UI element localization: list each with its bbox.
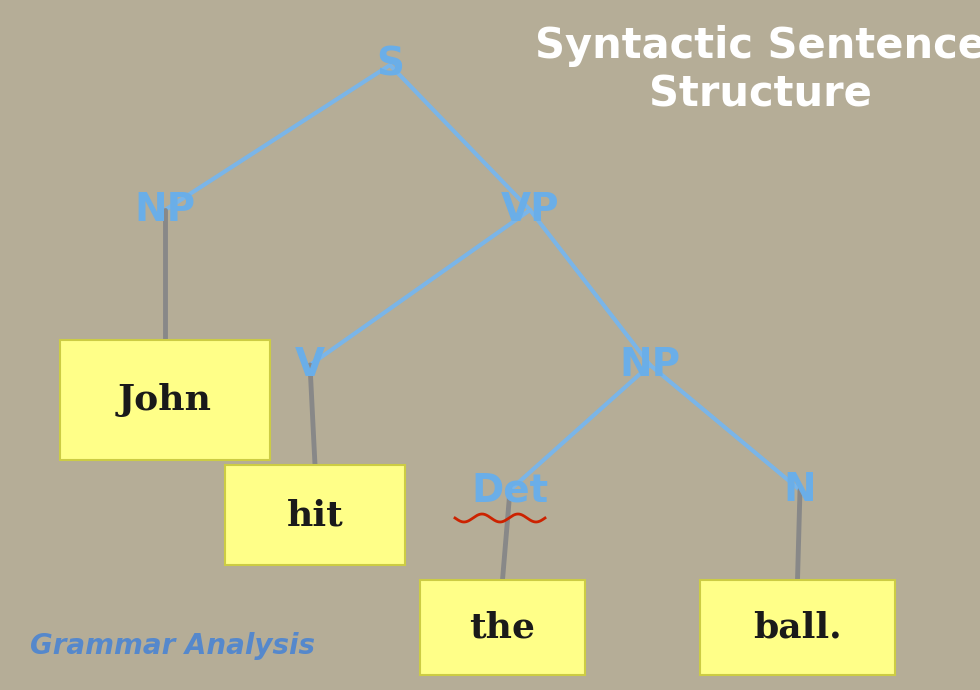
Text: Det: Det: [471, 471, 549, 509]
FancyBboxPatch shape: [225, 465, 405, 565]
Text: VP: VP: [501, 191, 560, 229]
Text: Syntactic Sentence
Structure: Syntactic Sentence Structure: [534, 25, 980, 116]
Text: V: V: [295, 346, 325, 384]
Text: hit: hit: [286, 498, 343, 532]
Text: John: John: [118, 383, 212, 417]
Text: S: S: [376, 46, 404, 84]
Text: NP: NP: [134, 191, 196, 229]
Text: N: N: [784, 471, 816, 509]
Text: NP: NP: [619, 346, 680, 384]
Text: Grammar Analysis: Grammar Analysis: [30, 632, 315, 660]
FancyBboxPatch shape: [420, 580, 585, 675]
Text: the: the: [469, 611, 535, 644]
FancyBboxPatch shape: [700, 580, 895, 675]
Text: ball.: ball.: [754, 611, 842, 644]
FancyBboxPatch shape: [60, 340, 270, 460]
